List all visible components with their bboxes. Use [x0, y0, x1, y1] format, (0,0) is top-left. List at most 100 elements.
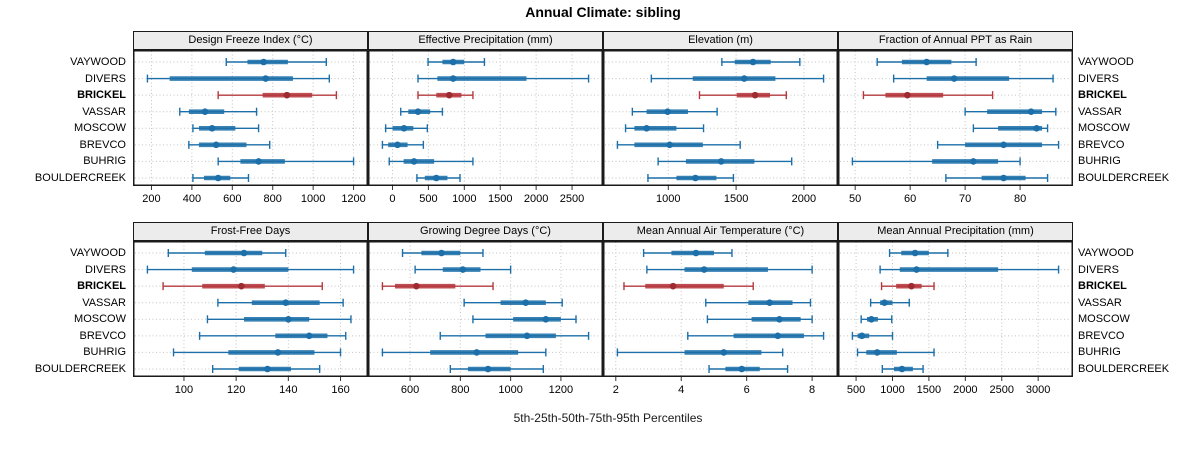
interval-moscow [706, 315, 813, 324]
axis-tick-label: 2000 [792, 193, 816, 205]
panel-strip: Mean Annual Precipitation (mm) [838, 222, 1073, 241]
axis-tick-label: 800 [451, 384, 469, 396]
panel-title: Frost-Free Days [210, 225, 291, 237]
site-label-right-vaywood: VAYWOOD [1078, 56, 1134, 68]
axis-tick-label: 1500 [724, 193, 748, 205]
site-label-right-brevco: BREVCO [1078, 138, 1125, 151]
site-label-right-brickel: BRICKEL [1078, 89, 1127, 102]
panel-title: Mean Annual Air Temperature (°C) [636, 225, 805, 237]
interval-brickel [417, 91, 474, 100]
interval-vassar [869, 298, 910, 307]
axis-tick-label: 70 [959, 193, 971, 205]
axis-tick-label: 400 [183, 193, 201, 205]
site-label-left-moscow: MOSCOW [74, 313, 126, 326]
panel-strip: Growing Degree Days (°C) [368, 222, 603, 241]
axis-tick-label: 1500 [488, 193, 512, 205]
panel-effective-precipitation-mm: 0 500 1000 1500 2000 2500 [368, 50, 603, 205]
axis-tick-label: 80 [1014, 193, 1026, 205]
interval-vaywood [427, 58, 486, 66]
site-label-right-buhrig: BUHRIG [1078, 155, 1121, 168]
axis-tick-label: 2500 [990, 384, 1014, 396]
interval-vassar [400, 107, 444, 116]
interval-vaywood [401, 249, 484, 257]
interval-vaywood [642, 249, 733, 257]
axis-tick-label: 500 [847, 384, 865, 396]
panel-strip: Elevation (m) [603, 31, 838, 50]
site-label-right-brickel: BRICKEL [1078, 280, 1127, 293]
site-label-left-moscow: MOSCOW [74, 122, 126, 135]
site-label-left-vassar: VASSAR [82, 105, 126, 118]
interval-brevco [188, 140, 271, 149]
site-label-left-divers: DIVERS [85, 263, 126, 276]
axis-tick-label: 500 [419, 193, 437, 205]
axis-tick-label: 1200 [549, 384, 573, 396]
interval-bouldercreek [881, 364, 924, 373]
interval-buhrig [381, 348, 547, 357]
axis-tick-label: 600 [401, 384, 419, 396]
site-label-right-moscow: MOSCOW [1078, 122, 1130, 135]
site-label-right-bouldercreek: BOULDERCREEK [1078, 362, 1170, 375]
interval-moscow [206, 315, 352, 324]
interval-divers [146, 265, 355, 274]
axis-tick-label: 1500 [917, 384, 941, 396]
interval-brevco [687, 331, 825, 340]
interval-brevco [439, 331, 590, 340]
interval-buhrig [851, 157, 1021, 166]
interval-vassar [217, 298, 344, 307]
interval-brevco [381, 140, 425, 149]
site-label-right-divers: DIVERS [1078, 72, 1119, 85]
axis-tick-label: 1000 [656, 193, 680, 205]
interval-buhrig [217, 157, 355, 166]
panel-title: Elevation (m) [688, 34, 753, 46]
interval-divers [414, 265, 512, 274]
axis-tick-label: 2500 [560, 193, 584, 205]
site-label-left-brickel: BRICKEL [77, 89, 126, 102]
axis-tick-label: 1000 [880, 384, 904, 396]
interval-bouldercreek [211, 364, 321, 373]
interval-brevco [936, 140, 1060, 149]
interval-divers [146, 74, 331, 83]
interval-vaywood [876, 58, 977, 66]
interval-vassar [964, 107, 1057, 116]
interval-buhrig [856, 348, 935, 357]
interval-bouldercreek [945, 173, 1049, 182]
site-label-right-vassar: VASSAR [1078, 105, 1122, 118]
interval-brickel [623, 282, 754, 291]
axis-tick-label: 600 [223, 193, 241, 205]
axis-tick-label: 140 [279, 384, 297, 396]
site-label-right-buhrig: BUHRIG [1078, 346, 1121, 359]
axis-tick-label: 4 [678, 384, 684, 396]
axis-tick-label: 100 [175, 384, 193, 396]
axis-tick-label: 2000 [953, 384, 977, 396]
panel-elevation-m: 1000 1500 2000 [603, 50, 838, 205]
panel-title: Growing Degree Days (°C) [420, 225, 551, 237]
axis-tick-label: 800 [264, 193, 282, 205]
interval-bouldercreek [416, 173, 461, 182]
site-label-left-brickel: BRICKEL [77, 280, 126, 293]
interval-bouldercreek [708, 364, 789, 373]
panel-title: Design Freeze Index (°C) [188, 34, 313, 46]
site-label-left-bouldercreek: BOULDERCREEK [34, 362, 126, 375]
interval-divers [892, 74, 1054, 83]
panel-fraction-of-annual-ppt-as-rain: 50 60 70 80 [838, 50, 1073, 205]
panel-mean-annual-air-temperature-c: 2 4 6 8 [603, 241, 838, 396]
site-label-right-vaywood: VAYWOOD [1078, 247, 1134, 259]
interval-divers [879, 265, 1060, 274]
interval-buhrig [172, 348, 342, 357]
interval-vaywood [888, 249, 949, 257]
axis-tick-label: 6 [744, 384, 750, 396]
interval-moscow [972, 124, 1049, 133]
interval-vaywood [225, 58, 327, 66]
interval-brickel [862, 91, 994, 100]
interval-vassar [631, 107, 718, 116]
axis-tick-label: 2000 [524, 193, 548, 205]
interval-brevco [198, 331, 347, 340]
interval-vassar [463, 298, 563, 307]
interval-buhrig [657, 157, 793, 166]
interval-brickel [698, 91, 787, 100]
panel-strip: Design Freeze Index (°C) [133, 31, 368, 50]
panel-strip: Frost-Free Days [133, 222, 368, 241]
panel-frost-free-days: 100 120 140 160 [133, 241, 368, 396]
percentiles-caption: 5th-25th-50th-75th-95th Percentiles [513, 411, 703, 425]
